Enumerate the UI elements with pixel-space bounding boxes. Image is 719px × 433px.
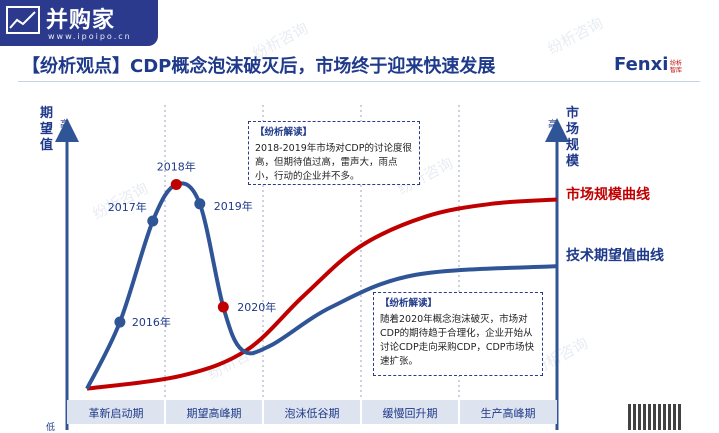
- note-2-text: 随着2020年概念泡沫破灭，市场对CDP的期待趋于合理化，企业开始从讨论CDP走…: [380, 314, 535, 367]
- page-title: 【纷析观点】CDP概念泡沫破灭后，市场终于迎来快速发展: [22, 56, 496, 77]
- brand-name: Fenxi: [614, 54, 669, 75]
- phase-label: 生产高峰期: [481, 406, 536, 420]
- year-marker: [147, 215, 159, 227]
- expectation-curve-label: 技术期望值曲线: [566, 248, 664, 264]
- y-axis-left-label: 期望值: [40, 106, 54, 153]
- market-size-curve: [86, 197, 558, 391]
- year-label: 2016年: [132, 315, 171, 329]
- logo-url: www.ipoipo.cn: [48, 32, 132, 41]
- note-2-title: 【纷析解读】: [380, 298, 438, 309]
- title-divider: [18, 81, 700, 82]
- phase-label: 革新启动期: [89, 406, 144, 420]
- y-axis-left-low: 低: [46, 423, 56, 433]
- market-curve-label: 市场规模曲线: [566, 187, 650, 203]
- year-label: 2020年: [237, 300, 276, 314]
- y-axis-right-label: 市场规模: [566, 106, 580, 169]
- year-label: 2019年: [214, 199, 253, 213]
- note-box-1: 【纷析解读】 2018-2019年市场对CDP的讨论度很高，但期待值过高，雷声大…: [248, 121, 420, 185]
- phase-label: 期望高峰期: [187, 406, 242, 420]
- logo: 并购家 www.ipoipo.cn: [0, 0, 158, 46]
- year-label: 2018年: [157, 159, 196, 173]
- logo-text: 并购家: [46, 8, 116, 33]
- note-1-title: 【纷析解读】: [255, 127, 313, 138]
- year-marker: [114, 316, 126, 328]
- year-marker: [217, 301, 229, 313]
- phase-band: [67, 400, 557, 424]
- note-1-text: 2018-2019年市场对CDP的讨论度很高，但期待值过高，雷声大，雨点小，行动…: [255, 143, 412, 182]
- brand-sub: 纷析智库: [670, 60, 683, 74]
- year-label: 2017年: [108, 200, 147, 214]
- note-box-2: 【纷析解读】 随着2020年概念泡沫破灭，市场对CDP的期待趋于合理化，企业开始…: [373, 292, 543, 376]
- year-marker: [170, 178, 182, 190]
- logo-chart-icon: [6, 6, 40, 34]
- year-marker: [194, 198, 206, 210]
- phase-label: 缓慢回升期: [383, 407, 438, 420]
- phase-label: 泡沫低谷期: [285, 406, 340, 420]
- qr-code: [628, 404, 682, 430]
